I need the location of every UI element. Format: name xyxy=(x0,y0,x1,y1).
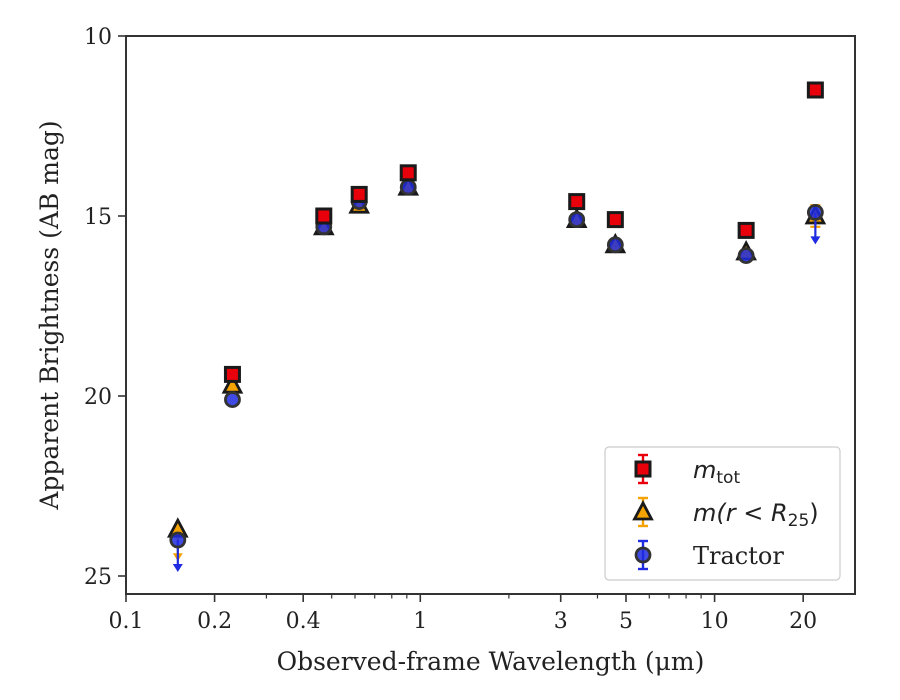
data-point xyxy=(223,365,241,383)
legend-entry: Tractor xyxy=(634,539,784,571)
x-tick-label: 0.4 xyxy=(286,609,321,634)
legend-label: mtot xyxy=(693,456,740,488)
data-point xyxy=(399,178,417,196)
y-tick-label: 20 xyxy=(84,385,112,410)
data-point xyxy=(806,81,824,99)
plot-frame xyxy=(125,35,856,595)
data-point xyxy=(399,164,417,182)
y-tick-label: 15 xyxy=(84,205,112,230)
data-point xyxy=(568,211,586,229)
data-point xyxy=(315,207,333,225)
x-tick-label: 20 xyxy=(789,609,817,634)
x-tick-label: 0.1 xyxy=(109,609,144,634)
x-axis-label: Observed-frame Wavelength (μm) xyxy=(277,647,705,676)
data-point xyxy=(568,193,586,211)
legend-label: m(r < R25) xyxy=(693,499,819,531)
y-tick-label: 10 xyxy=(84,25,112,50)
x-tick-label: 5 xyxy=(619,609,633,634)
data-point xyxy=(806,203,824,245)
legend-entry: mtot xyxy=(634,453,740,488)
data-points xyxy=(166,81,827,572)
legend: mtot m(r < R25) Tractor xyxy=(604,446,841,581)
x-tick-label: 1 xyxy=(413,609,427,634)
data-point xyxy=(606,211,624,229)
data-point xyxy=(606,236,624,254)
data-point xyxy=(737,247,755,265)
x-axis-ticks: 0.1 0.2 0.4 1 3 5 10 20 xyxy=(109,594,817,634)
y-axis-ticks: 10 15 20 25 xyxy=(84,25,126,590)
data-point xyxy=(224,391,241,409)
y-axis-label: Apparent Brightness (AB mag) xyxy=(35,120,64,510)
y-tick-label: 25 xyxy=(84,565,112,590)
data-point xyxy=(737,221,755,239)
x-tick-label: 0.2 xyxy=(197,609,232,634)
data-point xyxy=(350,185,368,203)
legend-box xyxy=(604,446,841,581)
data-point xyxy=(169,531,187,572)
x-tick-label: 10 xyxy=(701,609,729,634)
legend-entry: m(r < R25) xyxy=(632,496,819,531)
legend-label: Tractor xyxy=(693,542,784,570)
x-tick-label: 3 xyxy=(554,609,568,634)
